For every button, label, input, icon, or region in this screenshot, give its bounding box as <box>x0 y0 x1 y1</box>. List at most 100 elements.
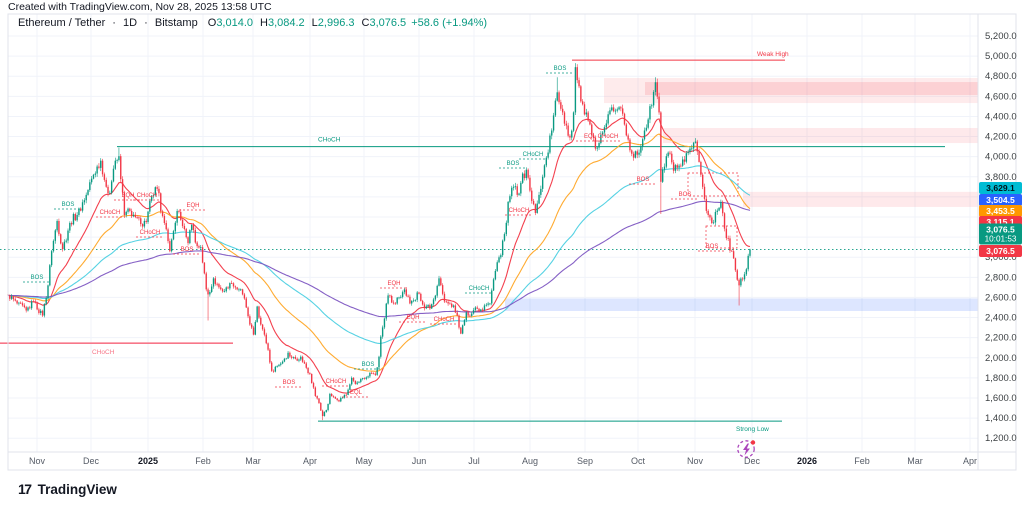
price-badge <box>979 223 1022 245</box>
time-axis-label: Nov <box>687 456 704 466</box>
smc-label-choch: CHoCH <box>326 379 347 385</box>
ma-line-slow <box>7 165 751 344</box>
smc-label-choch: CHoCH <box>598 134 619 140</box>
time-axis-label: Feb <box>195 456 211 466</box>
price-axis-label: 2,600.0 <box>985 292 1017 303</box>
time-axis-label: Feb <box>854 456 870 466</box>
tradingview-logo[interactable]: 17 TradingView <box>18 481 117 497</box>
smc-label-choch: CHoCH <box>434 317 455 323</box>
price-axis-label: 4,400.0 <box>985 111 1017 122</box>
price-axis-label: 1,800.0 <box>985 373 1017 384</box>
smc-label-bos: BOS <box>637 177 650 183</box>
smc-label-bos: BOS <box>706 244 719 250</box>
smc-label-choch: CHoCH <box>140 230 161 236</box>
ma-line-fast <box>7 117 751 394</box>
tradingview-logo-icon: 17 <box>18 481 32 497</box>
time-axis-label: May <box>355 456 373 466</box>
price-badge-value: 3,076.5 <box>986 225 1015 235</box>
close-label: C <box>361 17 370 29</box>
flash-sticker-icon[interactable] <box>737 440 756 458</box>
weak-high-label: Weak High <box>757 51 789 58</box>
price-axis-label: 5,000.0 <box>985 51 1017 62</box>
choch-major-label: CHoCH <box>318 137 341 144</box>
price-axis-label: 3,800.0 <box>985 172 1017 183</box>
legend-separator: · <box>112 17 116 29</box>
smc-label-bos: BOS <box>62 202 75 208</box>
price-axis-label: 1,400.0 <box>985 413 1017 424</box>
structure-levels: Weak High CHoCH CHoCH Strong Low <box>0 51 978 433</box>
time-axis-label: Dec <box>83 456 100 466</box>
supply-demand-zones <box>505 78 978 312</box>
price-badge-value: 3,115.1 <box>986 217 1014 227</box>
price-axis-label: 4,200.0 <box>985 132 1017 143</box>
price-axis-label: 2,400.0 <box>985 313 1017 324</box>
price-axis-label: 1,200.0 <box>985 433 1017 444</box>
open-label: O <box>207 17 217 29</box>
smc-label-bos: BOS <box>181 247 194 253</box>
price-axis-label: 4,600.0 <box>985 91 1017 102</box>
strong-low-label: Strong Low <box>736 426 769 433</box>
smc-label-choch: CHoCH <box>137 193 158 199</box>
sticker-circle <box>737 440 755 458</box>
smc-label-bos: BOS <box>554 66 567 72</box>
notification-dot <box>750 440 756 445</box>
time-axis[interactable]: Nov Dec 2025 Feb Mar Apr May Jun Jul Aug Sep Oct Nov… <box>29 456 977 466</box>
demand-zone-2500 <box>505 298 978 312</box>
low-value: 2,996.3 <box>317 17 355 29</box>
smc-label-choch: CHoCH <box>100 210 121 216</box>
time-axis-label: 2025 <box>138 456 158 466</box>
smc-label-choch: CHoCH <box>509 208 530 214</box>
price-axis-label: 3,000.0 <box>985 252 1017 263</box>
symbol-legend[interactable]: Ethereum / Tether · 1D · Bitstamp O3,014… <box>18 17 487 29</box>
price-badge-countdown: 10:01:53 <box>985 235 1017 244</box>
supply-zone-high-inner <box>645 82 978 96</box>
price-badge-value: 3,504.5 <box>986 195 1015 205</box>
lightning-bolt-icon <box>743 443 750 456</box>
change-value: +58.6 (+1.94%) <box>411 17 488 29</box>
time-axis-label: Nov <box>29 456 46 466</box>
candlestick-series <box>7 63 751 421</box>
supply-zone-4200 <box>663 128 978 144</box>
smc-label-bos: BOS <box>283 380 296 386</box>
supply-zone-3500 <box>743 191 978 207</box>
time-axis-label: Jun <box>412 456 427 466</box>
time-axis-label: Apr <box>303 456 317 466</box>
price-badge <box>979 205 1022 217</box>
price-axis-badges: 3,629.1 3,504.53,453.53,115.13,076.510:01… <box>979 182 1022 257</box>
tradingview-logo-text: TradingView <box>37 481 117 497</box>
price-badge <box>979 245 1022 257</box>
price-axis-label: 5,200.0 <box>985 31 1017 42</box>
smc-label-eqh: EQH <box>406 315 419 321</box>
smc-label-bos: BOS <box>31 275 44 281</box>
price-axis[interactable]: 5,200.0 5,000.0 4,800.0 4,600.0 4,400.0 4,200… <box>985 31 1017 444</box>
symbol-name[interactable]: Ethereum / Tether <box>18 17 106 29</box>
bos-range-box <box>705 225 738 249</box>
price-axis-label: 4,000.0 <box>985 152 1017 163</box>
smc-label-bos: BOS <box>507 161 520 167</box>
smc-label-eql: EQL <box>350 390 363 396</box>
smc-label-choch: CHoCH <box>523 152 544 158</box>
price-axis-label: 1,600.0 <box>985 393 1017 404</box>
price-axis-label: 2,800.0 <box>985 272 1017 283</box>
time-axis-label: Jul <box>468 456 480 466</box>
price-axis-label: 4,800.0 <box>985 71 1017 82</box>
bos-range-box <box>687 172 739 197</box>
smc-label-eqh: EQH <box>121 193 134 199</box>
interval-label[interactable]: 1D <box>123 17 138 29</box>
price-badge <box>979 194 1022 206</box>
supply-zone-high-outer <box>604 78 978 104</box>
time-axis-label: Sep <box>577 456 593 466</box>
price-badge-value: 3,453.5 <box>986 206 1015 216</box>
smc-label-eqh: EQH <box>387 281 400 287</box>
smc-label-bos: BOS <box>679 192 692 198</box>
time-axis-label: Apr <box>963 456 977 466</box>
open-value: 3,014.0 <box>216 17 254 29</box>
time-axis-label: Aug <box>522 456 538 466</box>
price-badge-value: 3,629.1 <box>986 183 1015 193</box>
price-badge <box>979 182 1022 194</box>
smc-label-bos: BOS <box>362 362 375 368</box>
exchange-label: Bitstamp <box>154 17 198 29</box>
high-label: H <box>260 17 268 29</box>
